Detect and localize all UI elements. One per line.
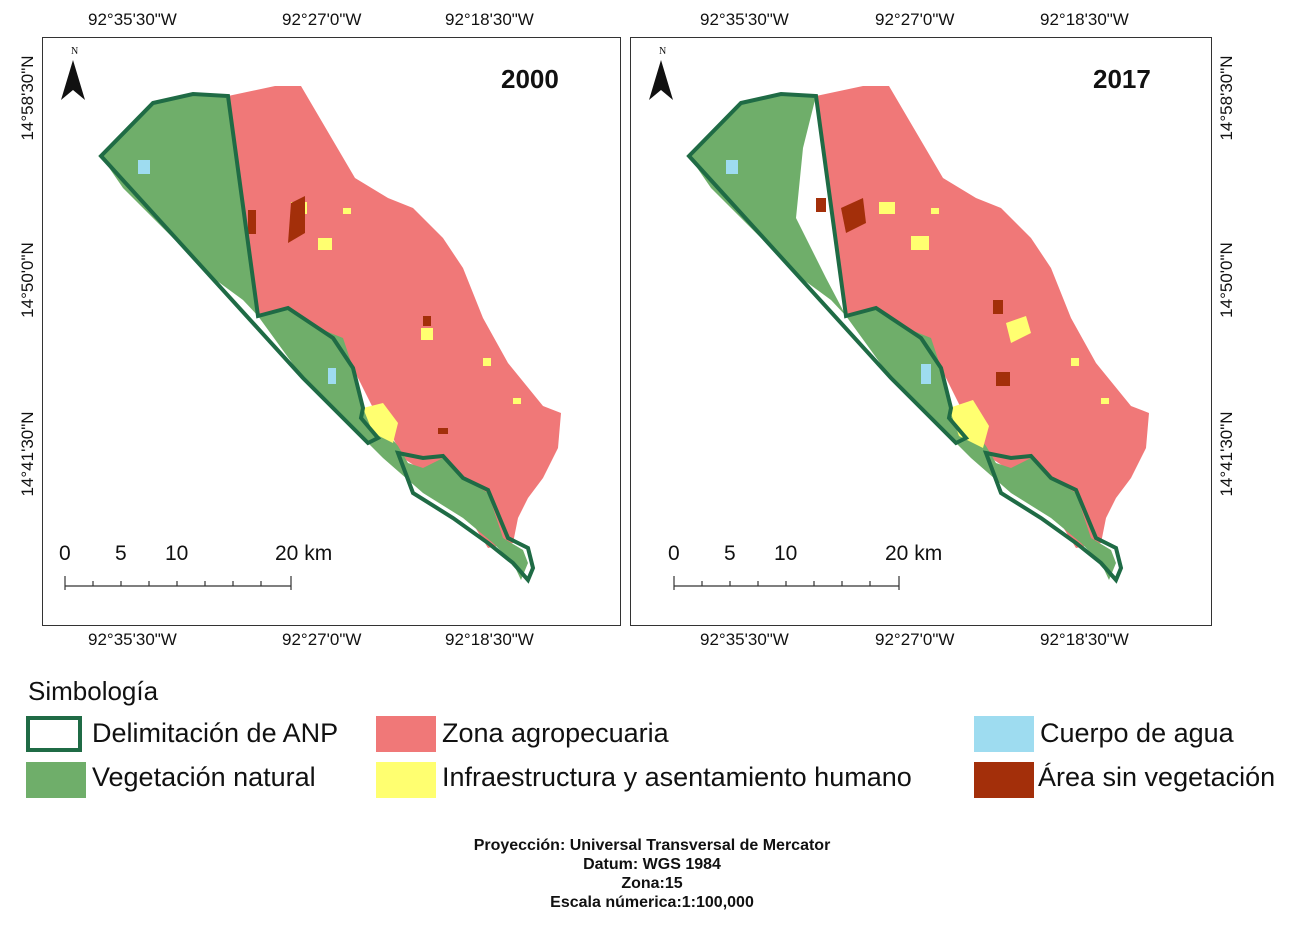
lon-label-top-1: 92°35'30"W	[88, 10, 177, 29]
legend-swatch-anp	[26, 716, 82, 752]
lon-label-top-3: 92°18'30"W	[1040, 10, 1129, 29]
anp-boundary	[686, 91, 970, 446]
cuerpo-de-agua	[726, 160, 738, 174]
area-sin-vegetacion-patch	[438, 428, 448, 434]
infraestructura-patch	[483, 358, 491, 366]
lon-label-top-2: 92°27'0"W	[875, 10, 955, 29]
lat-label-left-1: 14°58'30"N	[18, 55, 37, 141]
area-sin-vegetacion-patch	[288, 196, 305, 243]
map-frame-2017: N 2017 0 5 10 20 km	[630, 37, 1212, 626]
legend-label-infraestructura: Infraestructura y asentamiento humano	[442, 762, 912, 792]
infraestructura-patch	[318, 238, 332, 250]
lon-label-top-1: 92°35'30"W	[700, 10, 789, 29]
legend-swatch-vegetacion	[26, 762, 86, 798]
scale-label-10: 10	[774, 542, 798, 565]
legend-swatch-agropecuaria	[376, 716, 436, 752]
map-canvas-2017: N	[649, 46, 1149, 590]
lon-label-top-2: 92°27'0"W	[282, 10, 362, 29]
map-canvas-2000: N	[61, 46, 561, 590]
footer-scale: Escala númerica:1:100,000	[550, 894, 754, 911]
scale-label-10: 10	[165, 542, 189, 565]
legend-swatch-infraestructura	[376, 762, 436, 798]
legend-swatch-agua	[974, 716, 1034, 752]
infraestructura-patch	[513, 398, 521, 404]
area-sin-vegetacion-patch	[248, 210, 256, 234]
anp-boundary	[98, 91, 382, 446]
anp-boundary-south	[982, 450, 1124, 584]
north-arrow-icon	[649, 60, 673, 100]
zona-agropecuaria-area	[816, 86, 1149, 548]
zona-agropecuaria-area	[228, 86, 561, 548]
lon-label-bottom-2: 92°27'0"W	[282, 630, 362, 649]
lat-label-left-3: 14°41'30"N	[18, 411, 37, 497]
infraestructura-patch	[343, 208, 351, 214]
infraestructura-patch	[363, 403, 398, 443]
area-sin-vegetacion-patch	[841, 198, 866, 233]
lon-label-top-3: 92°18'30"W	[445, 10, 534, 29]
anp-boundary-south	[394, 450, 536, 584]
area-sin-vegetacion-patch	[816, 198, 826, 212]
infraestructura-patch	[1006, 316, 1031, 343]
cuerpo-de-agua	[138, 160, 150, 174]
legend-label-agua: Cuerpo de agua	[1040, 718, 1234, 748]
cuerpo-de-agua	[328, 368, 336, 384]
north-arrow-label: N	[71, 46, 78, 57]
lon-label-bottom-1: 92°35'30"W	[700, 630, 789, 649]
vegetacion-natural-area	[689, 94, 846, 316]
map-frame-2000: N 2000 0 5 10 20 km	[42, 37, 621, 626]
map-year-2017: 2017	[1093, 64, 1151, 94]
legend-label-sin-vegetacion: Área sin vegetación	[1038, 762, 1276, 792]
infraestructura-patch	[911, 236, 929, 250]
north-arrow-label: N	[659, 46, 666, 57]
legend-label-agropecuaria: Zona agropecuaria	[442, 718, 669, 748]
lon-label-bottom-2: 92°27'0"W	[875, 630, 955, 649]
scale-label-5: 5	[115, 542, 127, 565]
infraestructura-patch	[879, 202, 895, 214]
scale-label-0: 0	[668, 542, 680, 565]
lon-label-bottom-1: 92°35'30"W	[88, 630, 177, 649]
vegetacion-natural-area	[101, 94, 258, 316]
lat-label-right-3: 14°41'30"N	[1217, 411, 1236, 497]
area-sin-vegetacion-patch	[423, 316, 431, 326]
legend-title: Simbología	[28, 676, 159, 706]
footer-datum: Datum: WGS 1984	[583, 856, 721, 873]
vegetacion-costera-area	[258, 308, 528, 580]
legend-label-vegetacion: Vegetación natural	[92, 762, 316, 792]
scale-label-0: 0	[59, 542, 71, 565]
lon-label-bottom-3: 92°18'30"W	[445, 630, 534, 649]
map-year-2000: 2000	[501, 64, 559, 94]
footer-projection: Proyección: Universal Transversal de Mer…	[473, 837, 831, 854]
scale-bar	[673, 576, 900, 590]
footer-zone: Zona:15	[621, 875, 683, 892]
infraestructura-patch	[931, 208, 939, 214]
infraestructura-patch	[1071, 358, 1079, 366]
lat-label-right-2: 14°50'0"N	[1217, 242, 1236, 318]
north-arrow-icon	[61, 60, 85, 100]
legend-label-anp: Delimitación de ANP	[92, 718, 339, 748]
area-sin-vegetacion-patch	[996, 372, 1010, 386]
lat-label-left-2: 14°50'0"N	[18, 242, 37, 318]
lat-label-right-1: 14°58'30"N	[1217, 55, 1236, 141]
scale-label-5: 5	[724, 542, 736, 565]
scale-bar	[64, 576, 292, 590]
infraestructura-patch	[949, 400, 989, 448]
infraestructura-patch	[1101, 398, 1109, 404]
lon-label-bottom-3: 92°18'30"W	[1040, 630, 1129, 649]
legend-swatch-sin-vegetacion	[974, 762, 1034, 798]
area-sin-vegetacion-patch	[993, 300, 1003, 314]
scale-label-20km: 20 km	[885, 542, 943, 565]
scale-label-20km: 20 km	[275, 542, 333, 565]
infraestructura-patch	[421, 328, 433, 340]
cuerpo-de-agua	[921, 364, 931, 384]
